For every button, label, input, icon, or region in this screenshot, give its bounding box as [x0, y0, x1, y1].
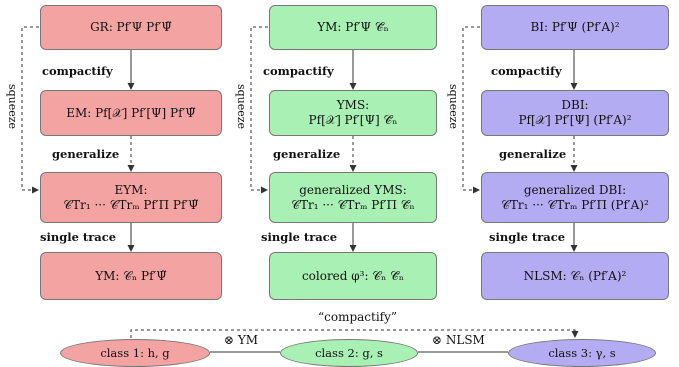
single-trace-label-1: single trace [40, 230, 117, 244]
nlsm-box: NLSM: 𝒞ₙ (Pf′A)² [481, 252, 669, 300]
class-3-ellipse: class 3: γ, s [508, 339, 656, 367]
compactify-quoted-label: “compactify” [318, 310, 398, 324]
generalize-label-3: generalize [499, 147, 567, 161]
eym-box: EYM: 𝒞Tr₁ ··· 𝒞Trₘ Pf′Π Pf′Ψ̃ [40, 172, 222, 223]
single-trace-label-3: single trace [489, 230, 566, 244]
ym-result-box: YM: 𝒞ₙ Pf′Ψ̃ [40, 252, 222, 300]
generalized-dbi-box: generalized DBI: 𝒞Tr₁ ··· 𝒞Trₘ Pf′Π (Pf′A… [481, 172, 669, 223]
dbi-box: DBI: Pf[𝒳] Pf′[Ψ] (Pf′A)² [481, 90, 669, 136]
compactify-label-1: compactify [42, 64, 113, 78]
yms-box: YMS: Pf[𝒳] Pf′[Ψ] 𝒞̃ₙ [269, 90, 437, 136]
squeeze-label-3: squeeze [447, 83, 461, 130]
class-1-ellipse: class 1: h, g [60, 339, 210, 367]
gr-box: GR: Pf′Ψ Pf′Ψ̃ [40, 5, 222, 50]
generalize-label-1: generalize [52, 147, 120, 161]
bi-box: BI: Pf′Ψ (Pf′A)² [481, 5, 669, 50]
class-2-ellipse: class 2: g, s [280, 339, 418, 367]
em-box: EM: Pf[𝒳] Pf′[Ψ] Pf′Ψ̃ [40, 90, 222, 136]
compactify-label-3: compactify [491, 64, 562, 78]
colored-phi3-box: colored φ³: 𝒞ₙ 𝒞̃ₙ [269, 252, 437, 300]
ym-box: YM: Pf′Ψ 𝒞̃ₙ [269, 5, 437, 50]
squeeze-label-2: squeeze [235, 83, 249, 130]
tensor-nlsm-label: ⊗ NLSM [432, 333, 485, 347]
generalize-label-2: generalize [273, 147, 341, 161]
single-trace-label-2: single trace [261, 230, 338, 244]
generalized-yms-box: generalized YMS: 𝒞Tr₁ ··· 𝒞Trₘ Pf′Π 𝒞̃ₙ [269, 172, 437, 223]
tensor-ym-label: ⊗ YM [224, 333, 259, 347]
squeeze-label-1: squeeze [6, 83, 20, 130]
compactify-label-2: compactify [263, 64, 334, 78]
